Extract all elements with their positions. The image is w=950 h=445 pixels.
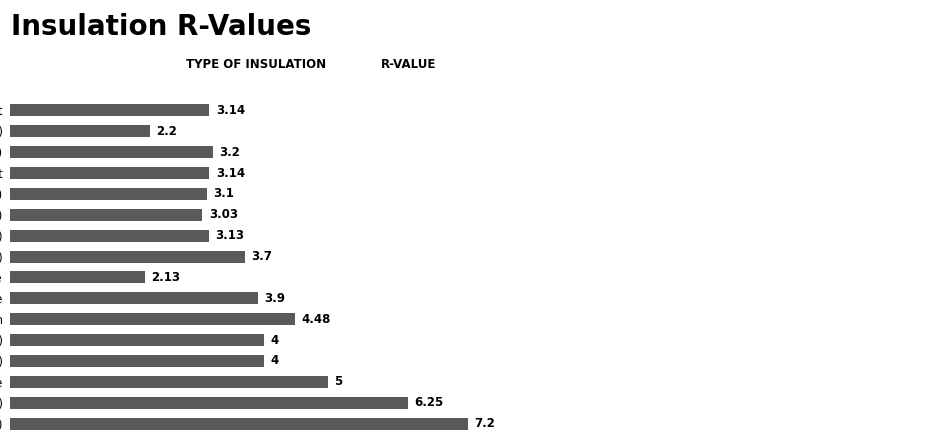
Text: 3.14: 3.14 [216,166,245,179]
Bar [10,376,328,388]
Bar [10,230,209,242]
Text: 3.7: 3.7 [252,250,273,263]
Text: Insulation R-Values: Insulation R-Values [11,13,312,41]
Bar [10,417,468,429]
Bar [10,396,408,409]
Bar [10,146,214,158]
Text: 4: 4 [271,355,279,368]
Bar [10,188,207,200]
Text: R-VALUE: R-VALUE [381,58,436,71]
Bar [10,271,145,283]
Bar [10,292,257,304]
Text: 3.13: 3.13 [216,229,244,242]
Text: 3.03: 3.03 [209,208,238,221]
Bar [10,251,245,263]
Text: 3.14: 3.14 [216,104,245,117]
Text: 3.9: 3.9 [264,292,285,305]
Text: 2.2: 2.2 [156,125,177,138]
Bar [10,355,264,367]
Text: 5: 5 [334,375,343,388]
Text: 3.2: 3.2 [219,146,240,159]
Text: 4.48: 4.48 [301,313,331,326]
Bar [10,125,150,138]
Bar [10,209,202,221]
Bar [10,334,264,346]
Text: 4: 4 [271,334,279,347]
Bar [10,105,210,117]
Text: 6.25: 6.25 [414,396,444,409]
Text: 2.13: 2.13 [152,271,180,284]
Bar [10,313,294,325]
Bar [10,167,210,179]
Text: 7.2: 7.2 [474,417,495,430]
Text: 3.1: 3.1 [214,187,235,200]
Text: TYPE OF INSULATION: TYPE OF INSULATION [186,58,327,71]
